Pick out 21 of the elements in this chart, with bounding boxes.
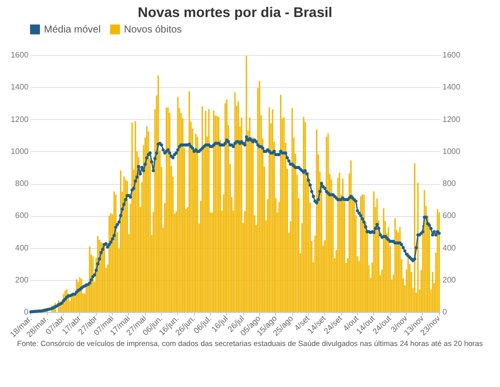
- y2-tick-label: 600: [442, 211, 456, 220]
- y2-tick-label: 0: [442, 308, 448, 316]
- legend-label: Novos óbitos: [124, 24, 182, 36]
- y-tick-label: 1200: [10, 114, 30, 124]
- y-tick-label: 800: [15, 179, 30, 188]
- y2-tick-label: 1200: [442, 114, 461, 124]
- chart-title: Novas mortes por dia - Brasil: [138, 4, 332, 20]
- y-tick-label: 400: [15, 243, 30, 252]
- y-tick-label: 1400: [10, 82, 30, 92]
- y-tick-label: 600: [15, 211, 30, 220]
- y2-tick-label: 1600: [442, 50, 461, 60]
- y2-tick-label: 800: [442, 179, 456, 188]
- y2-tick-label: 400: [442, 243, 456, 252]
- y-tick-label: 1600: [10, 50, 30, 60]
- y2-tick-label: 1400: [442, 82, 461, 92]
- y-tick-label: 1000: [10, 146, 30, 156]
- y2-tick-label: 1000: [442, 146, 461, 156]
- y2-tick-label: 200: [442, 275, 456, 284]
- legend-label: Média móvel: [44, 24, 101, 36]
- y-tick-label: 200: [15, 275, 30, 284]
- y-tick-label: 0: [24, 308, 30, 316]
